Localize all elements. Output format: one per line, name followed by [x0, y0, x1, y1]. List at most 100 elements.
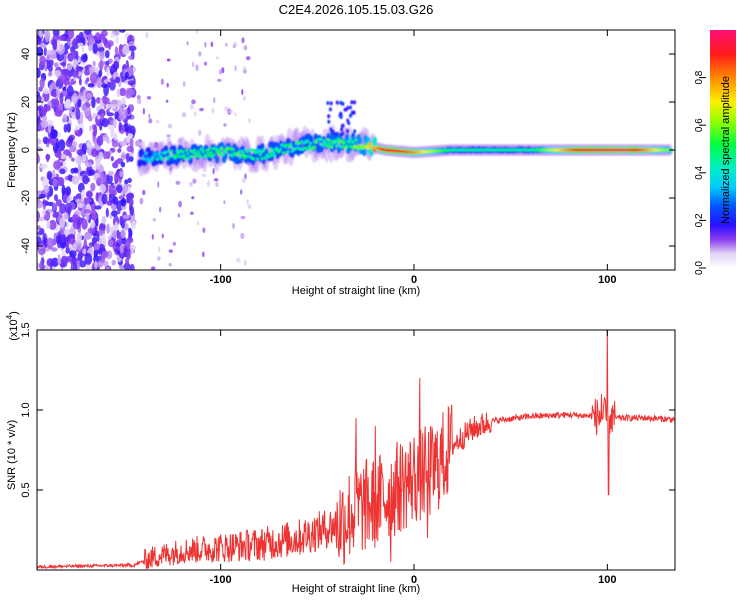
noise-blob [127, 80, 135, 86]
noise-blob [41, 200, 49, 205]
ridge-core [309, 141, 313, 145]
ridge-core [240, 149, 244, 153]
noise-blob [41, 120, 49, 128]
noise-blob [46, 220, 51, 230]
noise-blob [126, 251, 131, 260]
noise-blob [41, 96, 45, 106]
noise-blob [181, 112, 187, 118]
spectrogram-y-tick-label: 40 [20, 48, 32, 60]
noise-blob [128, 227, 132, 234]
noise-blob [166, 134, 171, 138]
ridge-streak [350, 100, 354, 105]
ridge-streak [343, 107, 347, 112]
noise-blob [89, 66, 95, 74]
noise-blob [114, 172, 119, 183]
noise-blob [79, 36, 86, 43]
noise-blob [119, 244, 124, 255]
noise-blob [114, 159, 119, 166]
noise-blob [247, 204, 252, 209]
ridge-streak [334, 132, 338, 137]
ridge-core [307, 147, 311, 151]
ridge-core [271, 149, 275, 153]
noise-blob [52, 169, 56, 178]
noise-blob [123, 262, 131, 270]
noise-blob [119, 170, 124, 178]
ridge-core [153, 154, 157, 157]
ridge-streak [332, 131, 336, 136]
noise-blob [155, 120, 160, 124]
ridge-core [284, 143, 288, 147]
noise-blob [52, 142, 60, 153]
snr-x-tick-label: 100 [598, 574, 616, 586]
noise-blob [58, 103, 63, 111]
ridge-streak [339, 100, 343, 105]
noise-blob [114, 46, 119, 55]
ridge-core [275, 146, 279, 150]
noise-blob [95, 177, 103, 187]
ridge-core [181, 150, 185, 154]
noise-blob [70, 262, 75, 270]
ridge-core [142, 153, 146, 157]
spectrogram-x-ticks: -100 0 100 [210, 30, 617, 286]
ridge-core [306, 139, 310, 143]
noise-blob [83, 197, 89, 205]
noise-blob [119, 140, 127, 147]
noise-blob [54, 109, 63, 117]
noise-blob [46, 138, 51, 144]
noise-blob [101, 233, 106, 244]
noise-blob [86, 77, 90, 82]
noise-blob [66, 197, 71, 203]
noise-blob [97, 260, 104, 268]
noise-blob [86, 92, 93, 99]
snr-x-tick-label: 0 [411, 574, 417, 586]
noise-blob [167, 123, 173, 129]
noise-blob [63, 123, 68, 133]
spectrogram-y-label: Frequency (Hz) [6, 112, 18, 188]
ridge-streak [329, 101, 333, 106]
noise-blob [113, 117, 117, 129]
noise-blob [166, 58, 171, 62]
noise-blob [110, 156, 114, 162]
noise-blob [246, 199, 249, 206]
noise-blob [122, 44, 130, 56]
ridge-core [144, 151, 148, 155]
ridge-mid [137, 159, 142, 168]
noise-blob [57, 254, 61, 266]
noise-blob [127, 177, 132, 183]
noise-blob [52, 39, 57, 50]
ridge-core [308, 145, 312, 149]
noise-blob [122, 214, 130, 219]
colorbar-gradient [710, 30, 736, 268]
noise-blob [37, 115, 41, 125]
ridge-core [204, 154, 208, 158]
ridge-core [148, 160, 152, 163]
noise-blob [132, 67, 136, 72]
noise-blob [87, 115, 93, 122]
noise-blob [85, 191, 93, 198]
noise-blob [59, 168, 66, 175]
spectrogram-y-tick-label: 0 [20, 147, 32, 153]
noise-blob [232, 222, 235, 230]
ridge-core [335, 144, 339, 148]
noise-blob [105, 60, 110, 66]
noise-blob [60, 241, 67, 249]
noise-blob [197, 129, 202, 136]
ridge-core [327, 142, 331, 146]
colorbar-label: Normalized spectral amplitude [720, 76, 732, 224]
noise-blob [92, 60, 96, 67]
spectrogram-x-tick-label: -100 [210, 274, 232, 286]
noise-blob [93, 242, 101, 251]
noise-blob [37, 262, 40, 269]
noise-blob [46, 49, 54, 56]
noise-blob [248, 118, 251, 124]
ridge-core [161, 158, 165, 161]
noise-blob [89, 125, 93, 132]
ridge-streak [353, 129, 357, 134]
ridge-streak [340, 127, 344, 132]
noise-blob [52, 178, 58, 187]
ridge-core [283, 145, 287, 149]
ridge-core [281, 151, 286, 155]
noise-blob [52, 212, 57, 218]
noise-blob [81, 46, 85, 52]
noise-blob [65, 186, 72, 196]
